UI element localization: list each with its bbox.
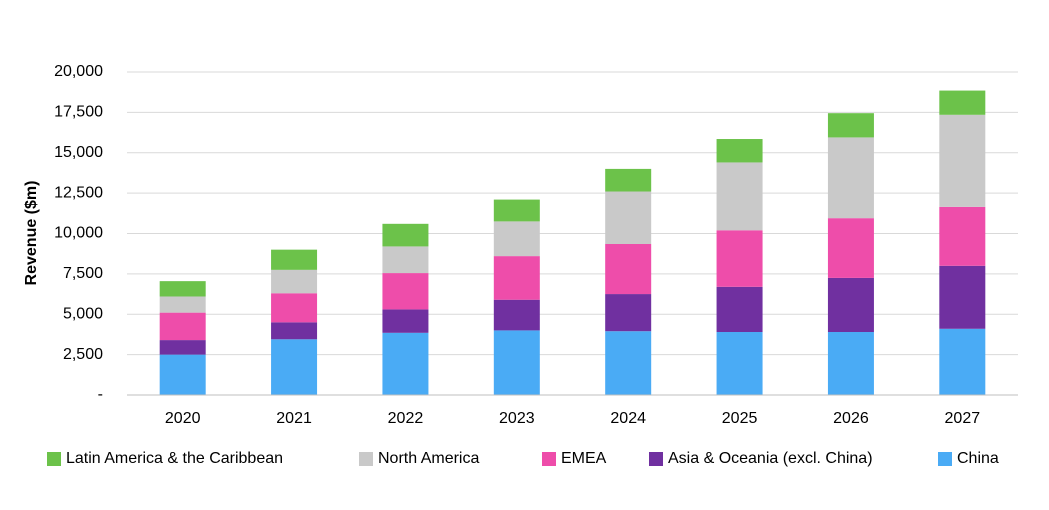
bar-segment bbox=[939, 328, 986, 395]
bar-segment bbox=[827, 332, 874, 395]
bar-segment bbox=[939, 114, 986, 207]
bar-segment bbox=[605, 294, 652, 332]
legend-label: North America bbox=[378, 450, 479, 467]
y-tick-label: 10,000 bbox=[54, 225, 103, 242]
bar-segment bbox=[271, 322, 318, 340]
bars bbox=[159, 90, 986, 395]
bar-segment bbox=[493, 330, 540, 395]
legend-swatch bbox=[359, 452, 373, 466]
bar-segment bbox=[716, 230, 763, 287]
y-tick-label: 20,000 bbox=[54, 63, 103, 80]
bar-segment bbox=[382, 332, 429, 395]
legend-label: Latin America & the Caribbean bbox=[66, 450, 283, 467]
gridlines bbox=[127, 71, 1018, 356]
x-tick-label: 2020 bbox=[165, 410, 201, 427]
bar-segment bbox=[493, 256, 540, 300]
bar-segment bbox=[716, 162, 763, 231]
x-tick-label: 2021 bbox=[276, 410, 312, 427]
bar-segment bbox=[159, 281, 206, 297]
legend-swatch bbox=[47, 452, 61, 466]
y-tick-label: 2,500 bbox=[63, 346, 103, 363]
bar-segment bbox=[716, 332, 763, 395]
y-tick-label: 15,000 bbox=[54, 144, 103, 161]
bar-segment bbox=[605, 243, 652, 295]
bar-segment bbox=[605, 168, 652, 192]
bar-segment bbox=[382, 273, 429, 310]
legend-swatch bbox=[649, 452, 663, 466]
y-tick-label: 7,500 bbox=[63, 265, 103, 282]
x-tick-label: 2024 bbox=[610, 410, 646, 427]
bar-segment bbox=[827, 137, 874, 219]
bar-segment bbox=[827, 218, 874, 278]
y-axis-title: Revenue ($m) bbox=[23, 181, 40, 286]
x-tick-label: 2022 bbox=[388, 410, 424, 427]
bar-segment bbox=[382, 309, 429, 333]
legend-label: Asia & Oceania (excl. China) bbox=[668, 450, 873, 467]
y-tick-label: 5,000 bbox=[63, 305, 103, 322]
bar-segment bbox=[716, 286, 763, 333]
x-tick-label: 2025 bbox=[722, 410, 758, 427]
legend-swatch bbox=[542, 452, 556, 466]
bar-segment bbox=[159, 296, 206, 313]
y-tick-label: - bbox=[98, 386, 103, 403]
bar-segment bbox=[159, 340, 206, 355]
bar-segment bbox=[271, 339, 318, 395]
bar-segment bbox=[159, 354, 206, 395]
axes: - 2,500 5,000 7,500 10,000 12,500 15,000 17,500… bbox=[54, 63, 1018, 427]
legend-label: EMEA bbox=[561, 450, 607, 467]
legend-label: China bbox=[957, 450, 999, 467]
bar-segment bbox=[493, 221, 540, 257]
bar-segment bbox=[716, 139, 763, 163]
bar-segment bbox=[271, 269, 318, 294]
y-tick-label: 17,500 bbox=[54, 104, 103, 121]
x-tick-label: 2027 bbox=[945, 410, 981, 427]
bar-segment bbox=[382, 223, 429, 247]
bar-segment bbox=[271, 249, 318, 270]
x-tick-label: 2026 bbox=[833, 410, 869, 427]
bar-segment bbox=[605, 331, 652, 395]
bar-segment bbox=[939, 265, 986, 329]
bar-segment bbox=[939, 206, 986, 266]
bar-segment bbox=[159, 312, 206, 341]
bar-segment bbox=[493, 199, 540, 222]
x-tick-label: 2023 bbox=[499, 410, 535, 427]
bar-segment bbox=[939, 90, 986, 115]
bar-segment bbox=[605, 191, 652, 244]
legend: Latin America & the Caribbean North Ameri… bbox=[47, 450, 999, 467]
bar-segment bbox=[271, 293, 318, 323]
bar-segment bbox=[827, 277, 874, 333]
bar-segment bbox=[827, 113, 874, 138]
legend-swatch bbox=[938, 452, 952, 466]
bar-segment bbox=[493, 299, 540, 331]
bar-segment bbox=[382, 246, 429, 274]
y-tick-label: 12,500 bbox=[54, 184, 103, 201]
